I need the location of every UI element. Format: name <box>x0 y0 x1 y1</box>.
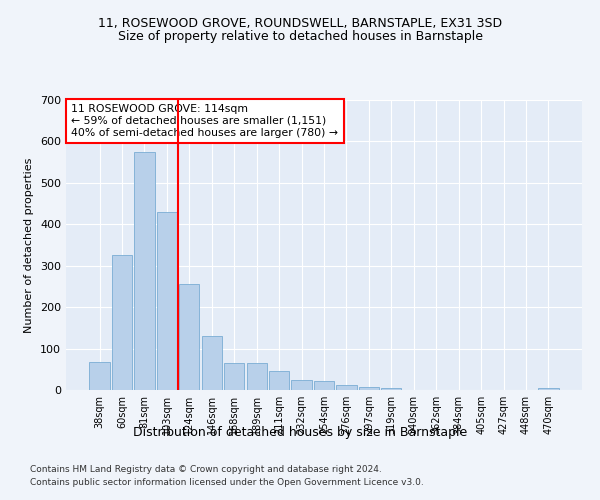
Y-axis label: Number of detached properties: Number of detached properties <box>25 158 34 332</box>
Text: Distribution of detached houses by size in Barnstaple: Distribution of detached houses by size … <box>133 426 467 439</box>
Bar <box>112 256 132 390</box>
Bar <box>538 388 559 390</box>
Bar <box>359 386 379 390</box>
Bar <box>134 152 155 390</box>
Bar <box>381 388 401 390</box>
Bar <box>224 363 244 390</box>
Text: Contains HM Land Registry data © Crown copyright and database right 2024.: Contains HM Land Registry data © Crown c… <box>30 466 382 474</box>
Bar <box>247 363 267 390</box>
Text: 11, ROSEWOOD GROVE, ROUNDSWELL, BARNSTAPLE, EX31 3SD: 11, ROSEWOOD GROVE, ROUNDSWELL, BARNSTAP… <box>98 18 502 30</box>
Bar <box>179 284 199 390</box>
Text: Size of property relative to detached houses in Barnstaple: Size of property relative to detached ho… <box>118 30 482 43</box>
Bar <box>314 381 334 390</box>
Bar <box>292 380 311 390</box>
Bar <box>202 336 222 390</box>
Bar <box>89 362 110 390</box>
Bar <box>269 372 289 390</box>
Text: 11 ROSEWOOD GROVE: 114sqm
← 59% of detached houses are smaller (1,151)
40% of se: 11 ROSEWOOD GROVE: 114sqm ← 59% of detac… <box>71 104 338 138</box>
Bar <box>157 212 177 390</box>
Bar <box>337 385 356 390</box>
Text: Contains public sector information licensed under the Open Government Licence v3: Contains public sector information licen… <box>30 478 424 487</box>
